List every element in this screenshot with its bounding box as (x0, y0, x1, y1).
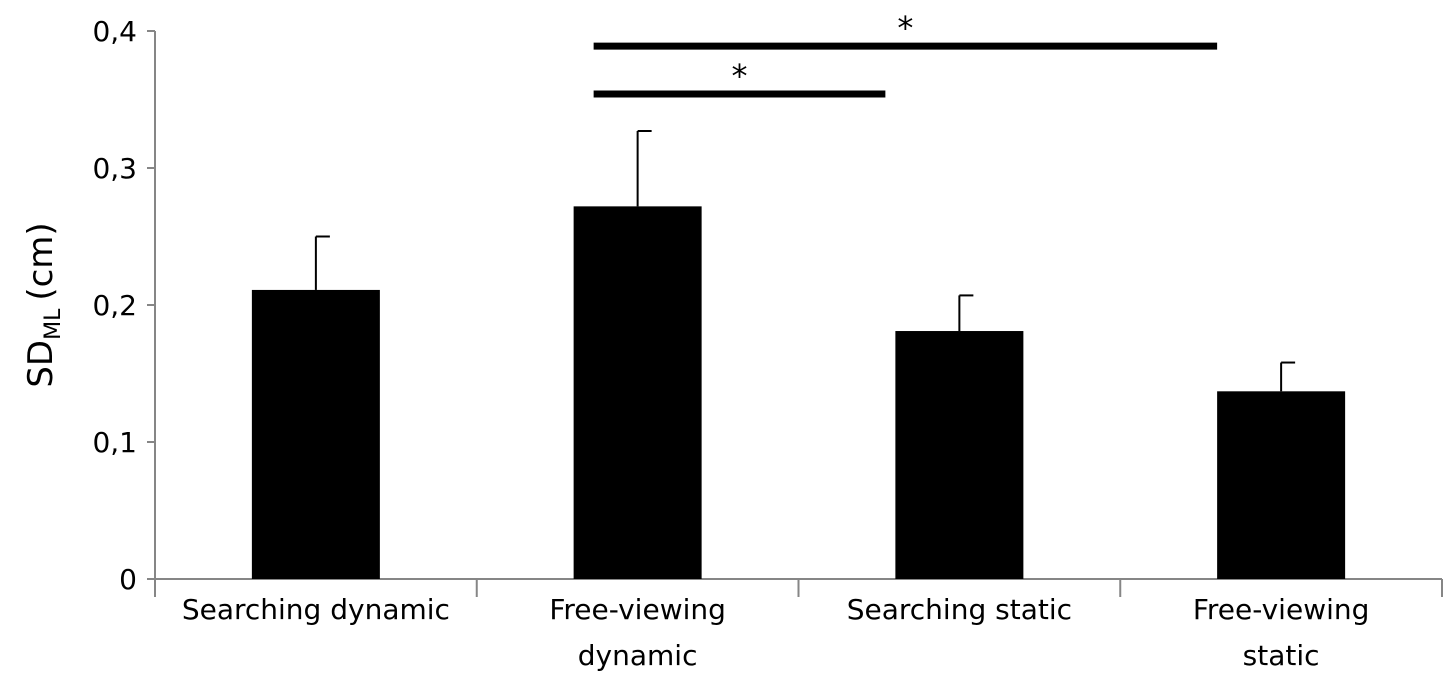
x-category-label-line: Free-viewing (1193, 593, 1370, 626)
bar (895, 331, 1024, 579)
y-tick-label: 0 (119, 563, 137, 596)
x-category-label-line: Searching dynamic (182, 593, 450, 626)
x-category-label-line: static (1243, 639, 1320, 672)
error-bars (314, 130, 1296, 392)
y-tick-label: 0,1 (92, 426, 137, 459)
y-tick-label: 0,3 (92, 152, 137, 185)
x-axis: Searching dynamic Free-viewing dynamic Sear… (154, 578, 1443, 672)
bar (1217, 391, 1346, 579)
y-axis: 0 0,1 0,2 0,3 0,4 (92, 15, 156, 596)
x-category-label-line: Free-viewing (549, 593, 726, 626)
bar (251, 289, 380, 579)
y-axis-title-main: SD (21, 340, 61, 388)
y-axis-title: SDML (cm) (21, 222, 66, 387)
x-category-label-line: dynamic (578, 639, 698, 672)
bars (251, 206, 1346, 580)
y-axis-title-unit: (cm) (21, 222, 61, 300)
x-category-label: Free-viewing dynamic (549, 593, 726, 672)
y-tick-label: 0,2 (92, 289, 137, 322)
significance-star: * (732, 57, 748, 95)
x-category-label: Searching static (847, 593, 1072, 626)
y-axis-title-subscript: ML (41, 308, 66, 340)
x-category-label: Searching dynamic (182, 593, 450, 626)
y-tick-label: 0,4 (92, 15, 137, 48)
x-category-label-line: Searching static (847, 593, 1072, 626)
significance-star: * (897, 9, 913, 47)
bar (573, 206, 702, 580)
significance-annotations: ** (593, 9, 1218, 98)
x-category-label: Free-viewing static (1193, 593, 1370, 672)
